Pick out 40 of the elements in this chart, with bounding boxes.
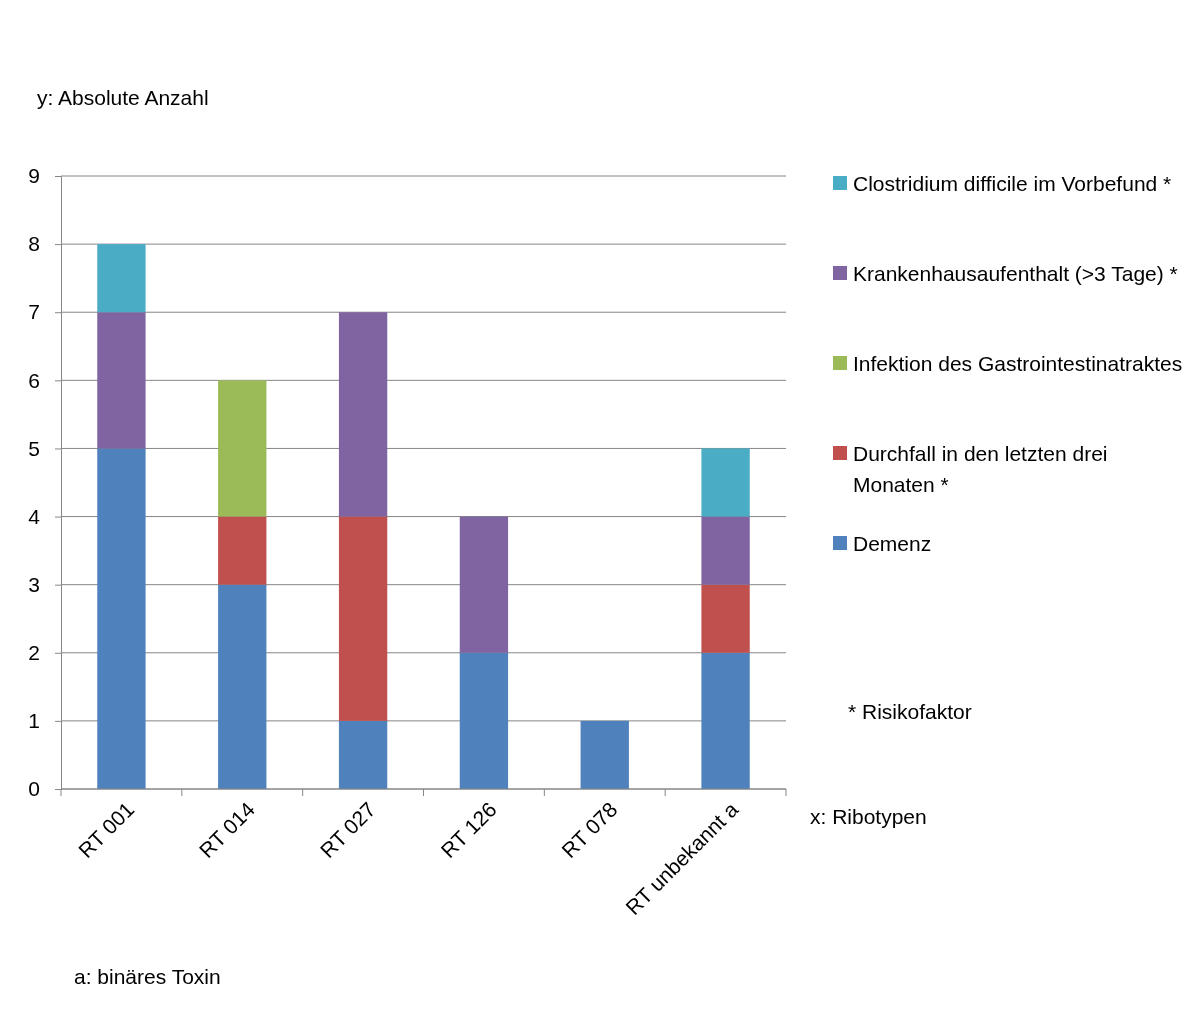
legend-label: Krankenhausaufenthalt (>3 Tage) * — [853, 262, 1178, 285]
y-tick-label: 0 — [28, 777, 40, 801]
bar — [338, 516, 388, 721]
y-tick-label: 9 — [28, 164, 40, 188]
y-tick-label: 3 — [28, 572, 40, 596]
bar — [97, 244, 146, 313]
bar — [701, 652, 750, 789]
x-axis-title: x: Ribotypen — [810, 805, 927, 828]
bar — [701, 584, 750, 653]
legend-label: Durchfall in den letzten drei Monaten * — [853, 442, 1108, 496]
y-tick-label: 5 — [28, 436, 40, 460]
legend-label: Demenz — [853, 532, 932, 555]
bar — [459, 516, 509, 653]
bar — [338, 312, 388, 517]
x-tick-label: RT 027 — [315, 797, 380, 862]
y-tick-label: 1 — [28, 709, 40, 733]
text: * Risikofaktor — [848, 700, 972, 723]
x-tick-label: RT 126 — [436, 797, 501, 862]
bar — [218, 584, 267, 789]
y-tick-label: 7 — [28, 300, 40, 324]
bar — [218, 516, 267, 585]
text: a: binäres Toxin — [74, 965, 221, 988]
legend-label: Clostridium difficile im Vorbefund * — [853, 172, 1172, 195]
bar — [338, 720, 388, 789]
bar — [459, 652, 509, 789]
bar — [97, 312, 146, 449]
x-tick-label: RT 014 — [194, 797, 260, 862]
bar — [580, 720, 629, 789]
x-tick-label: RT 078 — [557, 797, 622, 862]
y-tick-label: 6 — [28, 368, 40, 392]
y-tick-label: 2 — [28, 641, 40, 664]
x-tick-label: RT 001 — [73, 797, 139, 862]
bar — [701, 516, 750, 585]
bar — [218, 380, 267, 517]
y-tick-label: 4 — [28, 504, 41, 528]
legend-label: Infektion des Gastrointestinatraktes — [853, 352, 1183, 375]
y-axis-title: y: Absolute Anzahl — [37, 86, 209, 109]
y-tick-label: 8 — [28, 232, 40, 256]
bar — [701, 448, 750, 517]
bar — [97, 448, 146, 789]
